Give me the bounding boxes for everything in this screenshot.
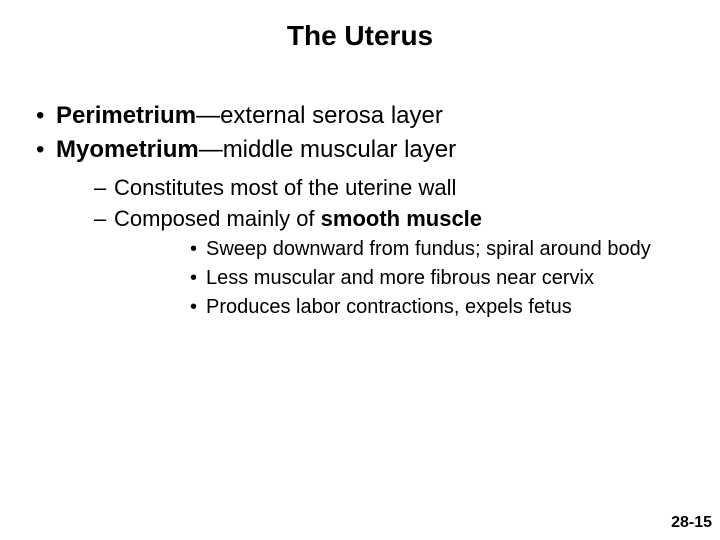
slide-title: The Uterus: [30, 20, 690, 52]
term-bold: Perimetrium: [56, 102, 196, 129]
term-rest: —middle muscular layer: [199, 136, 456, 163]
list-item: Perimetrium—external serosa layer: [30, 100, 690, 132]
slide: The Uterus Perimetrium—external serosa l…: [0, 0, 720, 540]
list-item: Composed mainly of smooth muscle Sweep d…: [56, 204, 690, 321]
term-rest: —external serosa layer: [196, 102, 443, 129]
bullet-list-level3: Sweep downward from fundus; spiral aroun…: [114, 236, 690, 321]
list-item: Myometrium—middle muscular layer Constit…: [30, 134, 690, 321]
list-item: Less muscular and more fibrous near cerv…: [114, 265, 690, 292]
term-bold: Myometrium: [56, 136, 199, 163]
level2-text: Constitutes most of the uterine wall: [114, 175, 456, 200]
bullet-list-level1: Perimetrium—external serosa layer Myomet…: [30, 100, 690, 321]
level2-bold: smooth muscle: [321, 206, 482, 231]
page-number: 28-15: [671, 514, 712, 532]
level2-pre: Composed mainly of: [114, 206, 321, 231]
bullet-list-level2: Constitutes most of the uterine wall Com…: [56, 173, 690, 321]
list-item: Sweep downward from fundus; spiral aroun…: [114, 236, 690, 263]
list-item: Produces labor contractions, expels fetu…: [114, 294, 690, 321]
slide-content: Perimetrium—external serosa layer Myomet…: [30, 100, 690, 321]
list-item: Constitutes most of the uterine wall: [56, 173, 690, 203]
